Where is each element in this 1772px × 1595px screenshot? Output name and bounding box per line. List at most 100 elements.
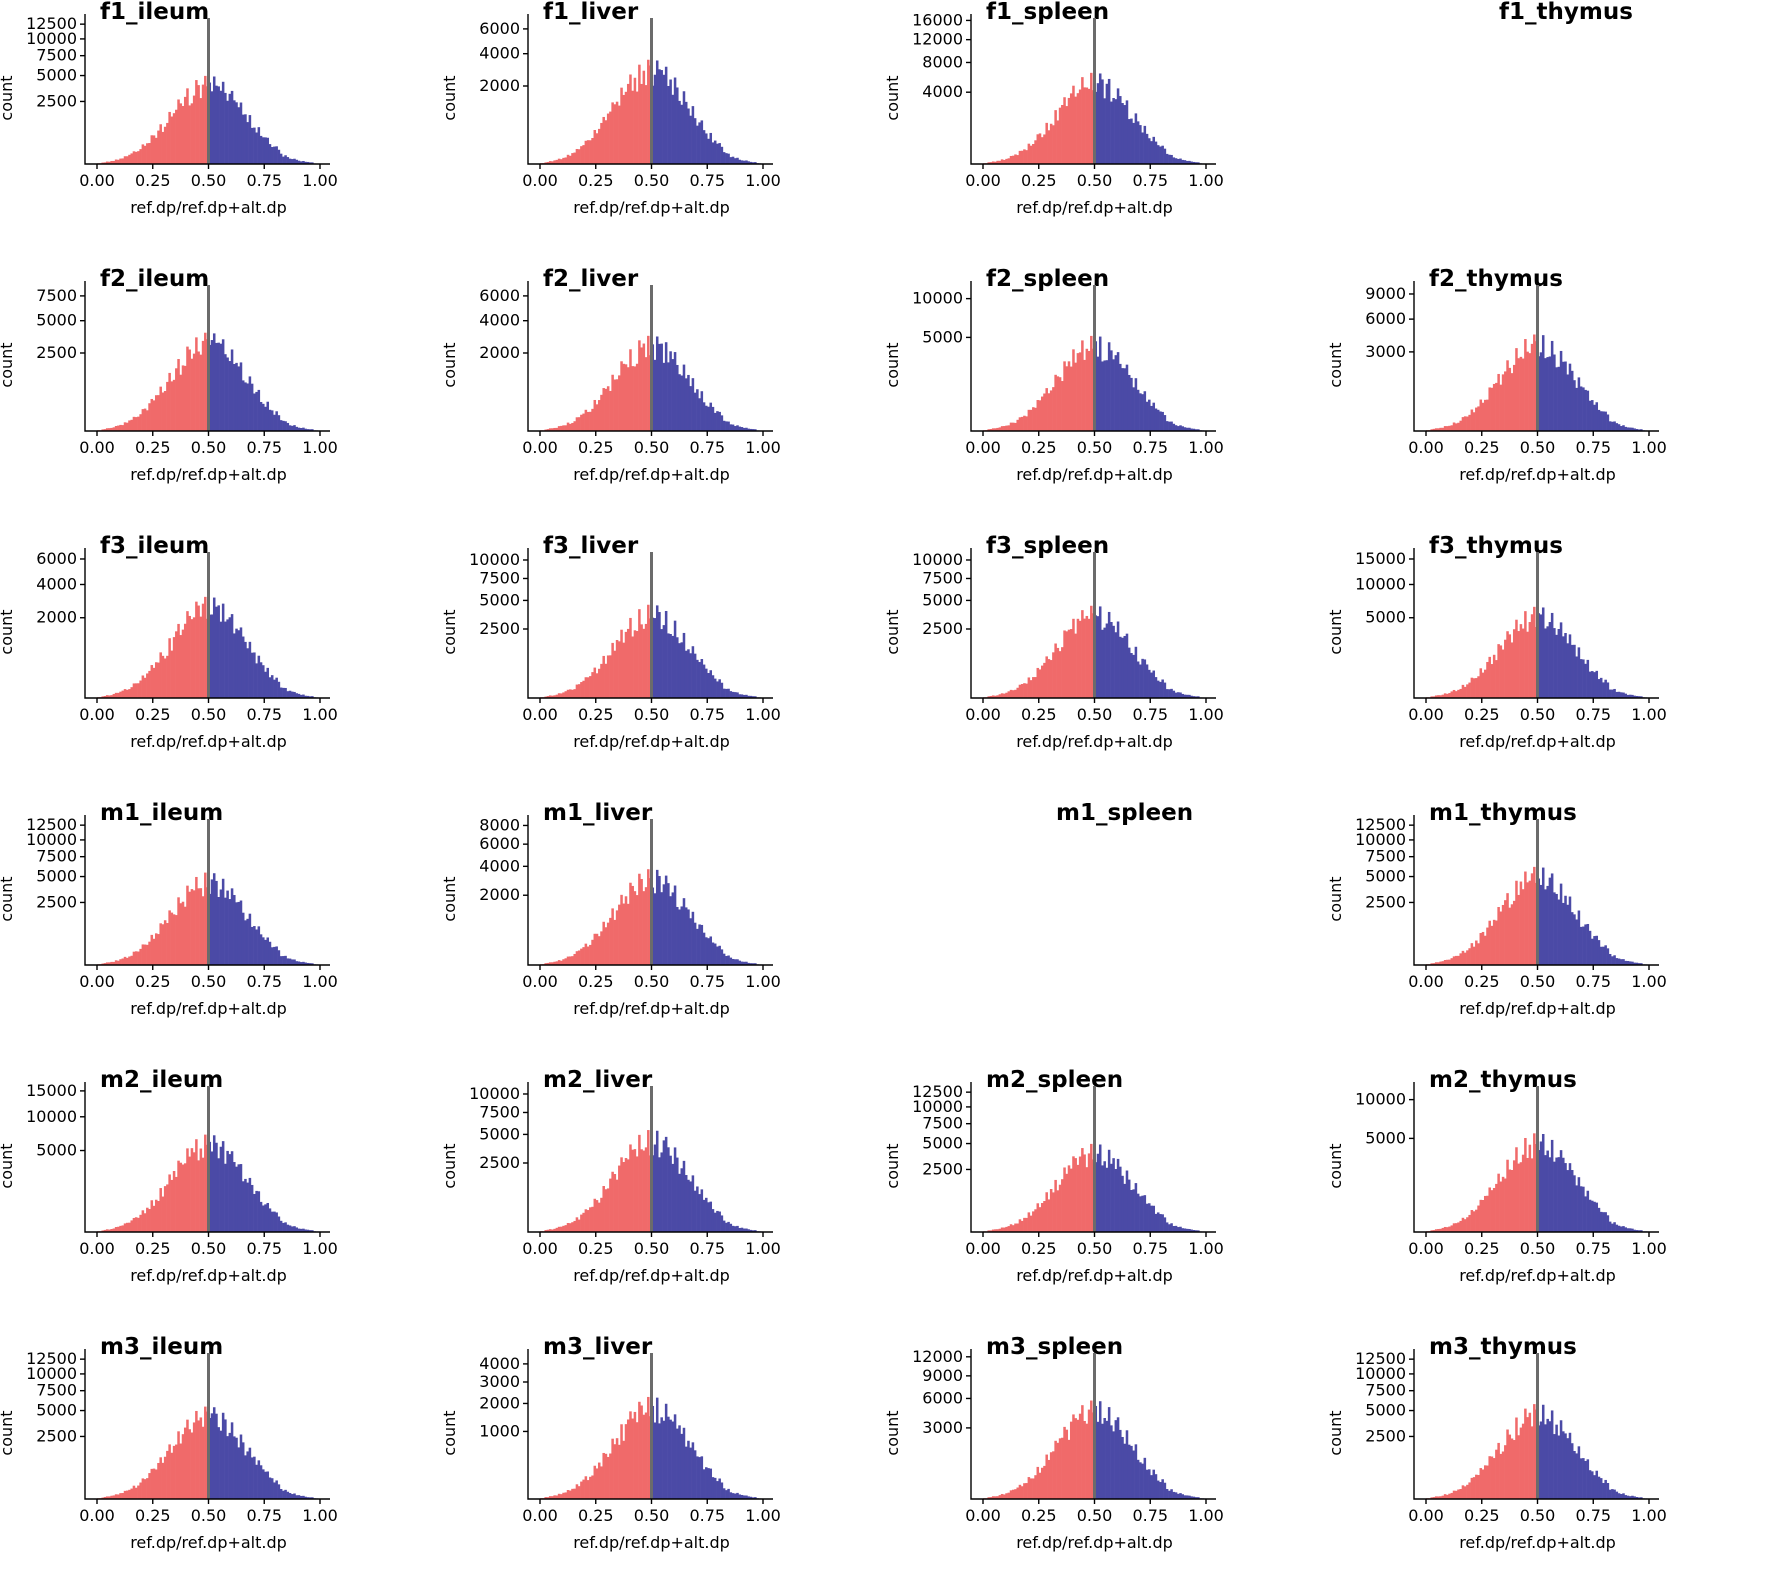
x-tick-label: 1.00 <box>745 972 781 991</box>
histogram-bar <box>1533 867 1536 965</box>
histogram-bar <box>157 1463 160 1499</box>
histogram-bar <box>1529 353 1532 431</box>
histogram-bar <box>1108 79 1111 164</box>
histogram-bar <box>1488 1187 1491 1232</box>
histogram-bar <box>1030 680 1033 698</box>
histogram-bar <box>1137 121 1140 164</box>
histogram-bar <box>1023 1218 1026 1232</box>
histogram-bar <box>678 909 681 965</box>
histogram-bar <box>669 634 672 698</box>
histogram-bar <box>580 949 583 965</box>
histogram-bar <box>1511 642 1514 698</box>
histogram-bar <box>260 136 263 164</box>
histogram-bar <box>692 646 695 698</box>
histogram-bar <box>1578 1177 1581 1232</box>
histogram-bar <box>569 956 572 965</box>
histogram-bar <box>1466 684 1469 698</box>
histogram-bar <box>124 1491 127 1499</box>
histogram-bar <box>1509 368 1512 431</box>
histogram-bar <box>678 1425 681 1499</box>
histogram-bar <box>177 99 180 164</box>
histogram-bar <box>1566 374 1569 431</box>
histogram-bar <box>1600 1478 1603 1499</box>
histogram-bar <box>602 117 605 164</box>
histogram-bar <box>658 612 661 698</box>
histogram-bar <box>609 391 612 431</box>
histogram-bar <box>680 642 683 698</box>
histogram-bar <box>573 954 576 965</box>
histogram-bar <box>264 940 267 965</box>
histogram-bar <box>562 692 565 698</box>
histogram-bar <box>269 144 272 164</box>
x-tick-label: 1.00 <box>1631 972 1667 991</box>
histogram-bar <box>1043 1466 1046 1499</box>
histogram-bar <box>1112 1431 1115 1499</box>
histogram-bar <box>1157 681 1160 698</box>
histogram-bar <box>669 1420 672 1499</box>
histogram-bar <box>1480 933 1483 965</box>
histogram-bar <box>1005 426 1008 431</box>
histogram-bar <box>589 412 592 431</box>
histogram-bar <box>177 359 180 431</box>
histogram-bar <box>587 677 590 698</box>
histogram-bar <box>235 902 238 965</box>
histogram-bar <box>220 889 223 965</box>
histogram-bar <box>144 678 147 698</box>
histogram-bar <box>582 1213 585 1232</box>
histogram-bar <box>571 153 574 164</box>
panel-title: f2_ileum <box>100 266 209 292</box>
histogram-bar <box>157 1201 160 1232</box>
histogram-bar <box>1012 156 1015 164</box>
histogram-bar <box>273 680 276 698</box>
histogram-bar <box>144 1213 147 1232</box>
x-tick-label: 0.00 <box>79 1239 115 1258</box>
histogram-bar <box>1562 362 1565 431</box>
histogram-bar <box>1564 1163 1567 1232</box>
histogram-bar <box>602 1186 605 1232</box>
histogram-bar <box>1144 1458 1147 1499</box>
y-tick-label: 5000 <box>1365 1401 1406 1420</box>
histogram-bar <box>1148 1469 1151 1499</box>
histogram-bar <box>278 1484 281 1499</box>
y-axis-label: count <box>0 342 16 387</box>
histogram-bar <box>1522 889 1525 965</box>
histogram-bar <box>180 103 183 164</box>
histogram-bar <box>1564 633 1567 698</box>
histogram-bar <box>1551 873 1554 965</box>
histogram-bar <box>1546 1151 1549 1232</box>
histogram-bar <box>1057 1443 1060 1499</box>
histogram-bar <box>164 391 167 431</box>
histogram-bar <box>1500 385 1503 431</box>
histogram-bar <box>647 869 650 965</box>
y-tick-label: 6000 <box>922 1388 963 1407</box>
histogram-bar <box>244 114 247 164</box>
histogram-bar <box>188 1429 191 1499</box>
histogram-bar <box>1152 1206 1155 1232</box>
histogram-bar <box>1144 391 1147 431</box>
histogram-bar <box>712 675 715 698</box>
histogram-bar <box>1457 1489 1460 1499</box>
histogram-bar <box>135 417 138 431</box>
histogram-bar <box>1108 1407 1111 1499</box>
histogram-bar <box>1179 692 1182 698</box>
histogram-bar <box>1181 1494 1184 1499</box>
y-tick-label: 7500 <box>36 847 77 866</box>
histogram-bar <box>137 952 140 965</box>
histogram-bar <box>162 924 165 965</box>
histogram-bar <box>1620 426 1623 431</box>
histogram-bar <box>1072 619 1075 698</box>
histogram-bar <box>1137 662 1140 699</box>
histogram-bar <box>1613 1222 1616 1232</box>
histogram-bar <box>1480 400 1483 431</box>
histogram-bar <box>580 682 583 698</box>
histogram-bar <box>128 1223 131 1232</box>
histogram-bar <box>1012 423 1015 431</box>
histogram-bar <box>1491 1190 1494 1232</box>
x-axis-label: ref.dp/ref.dp+alt.dp <box>573 1533 730 1552</box>
histogram-bar <box>667 1147 670 1232</box>
histogram-bar <box>135 1488 138 1499</box>
histogram-bar <box>139 149 142 164</box>
histogram-bar <box>1459 953 1462 965</box>
